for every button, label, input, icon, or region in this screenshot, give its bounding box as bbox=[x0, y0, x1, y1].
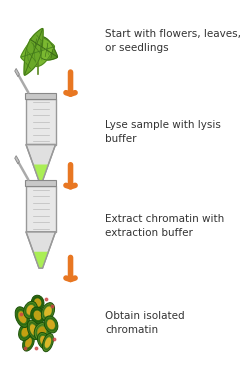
Text: Extract chromatin with
extraction buffer: Extract chromatin with extraction buffer bbox=[106, 214, 225, 238]
Polygon shape bbox=[25, 180, 56, 186]
Ellipse shape bbox=[34, 310, 42, 320]
Ellipse shape bbox=[44, 306, 52, 317]
Polygon shape bbox=[15, 68, 19, 77]
Ellipse shape bbox=[41, 303, 54, 321]
Polygon shape bbox=[33, 165, 48, 181]
Polygon shape bbox=[15, 156, 19, 164]
Polygon shape bbox=[21, 37, 54, 66]
Ellipse shape bbox=[18, 323, 32, 341]
Ellipse shape bbox=[32, 295, 44, 310]
Text: Obtain isolated
chromatin: Obtain isolated chromatin bbox=[106, 311, 185, 335]
Ellipse shape bbox=[47, 320, 55, 330]
Ellipse shape bbox=[40, 336, 48, 346]
Polygon shape bbox=[30, 37, 57, 60]
Ellipse shape bbox=[34, 323, 50, 341]
Ellipse shape bbox=[37, 326, 46, 337]
Ellipse shape bbox=[45, 337, 51, 348]
Polygon shape bbox=[33, 252, 48, 268]
Polygon shape bbox=[26, 232, 56, 268]
Ellipse shape bbox=[18, 311, 26, 323]
Ellipse shape bbox=[22, 327, 29, 337]
Text: Start with flowers, leaves,
or seedlings: Start with flowers, leaves, or seedlings bbox=[106, 29, 242, 53]
Text: Lyse sample with lysis
buffer: Lyse sample with lysis buffer bbox=[106, 120, 221, 144]
Ellipse shape bbox=[22, 334, 34, 351]
Ellipse shape bbox=[24, 301, 37, 318]
Polygon shape bbox=[26, 186, 56, 232]
Ellipse shape bbox=[34, 298, 41, 307]
Ellipse shape bbox=[38, 332, 50, 349]
Ellipse shape bbox=[44, 316, 58, 333]
Polygon shape bbox=[25, 93, 56, 99]
Ellipse shape bbox=[26, 305, 34, 315]
Polygon shape bbox=[26, 99, 56, 145]
Ellipse shape bbox=[25, 338, 32, 348]
Ellipse shape bbox=[27, 320, 40, 339]
Ellipse shape bbox=[42, 334, 54, 352]
Ellipse shape bbox=[31, 307, 44, 324]
Ellipse shape bbox=[15, 307, 30, 328]
Polygon shape bbox=[24, 28, 43, 75]
Polygon shape bbox=[26, 145, 56, 181]
Ellipse shape bbox=[30, 324, 37, 335]
